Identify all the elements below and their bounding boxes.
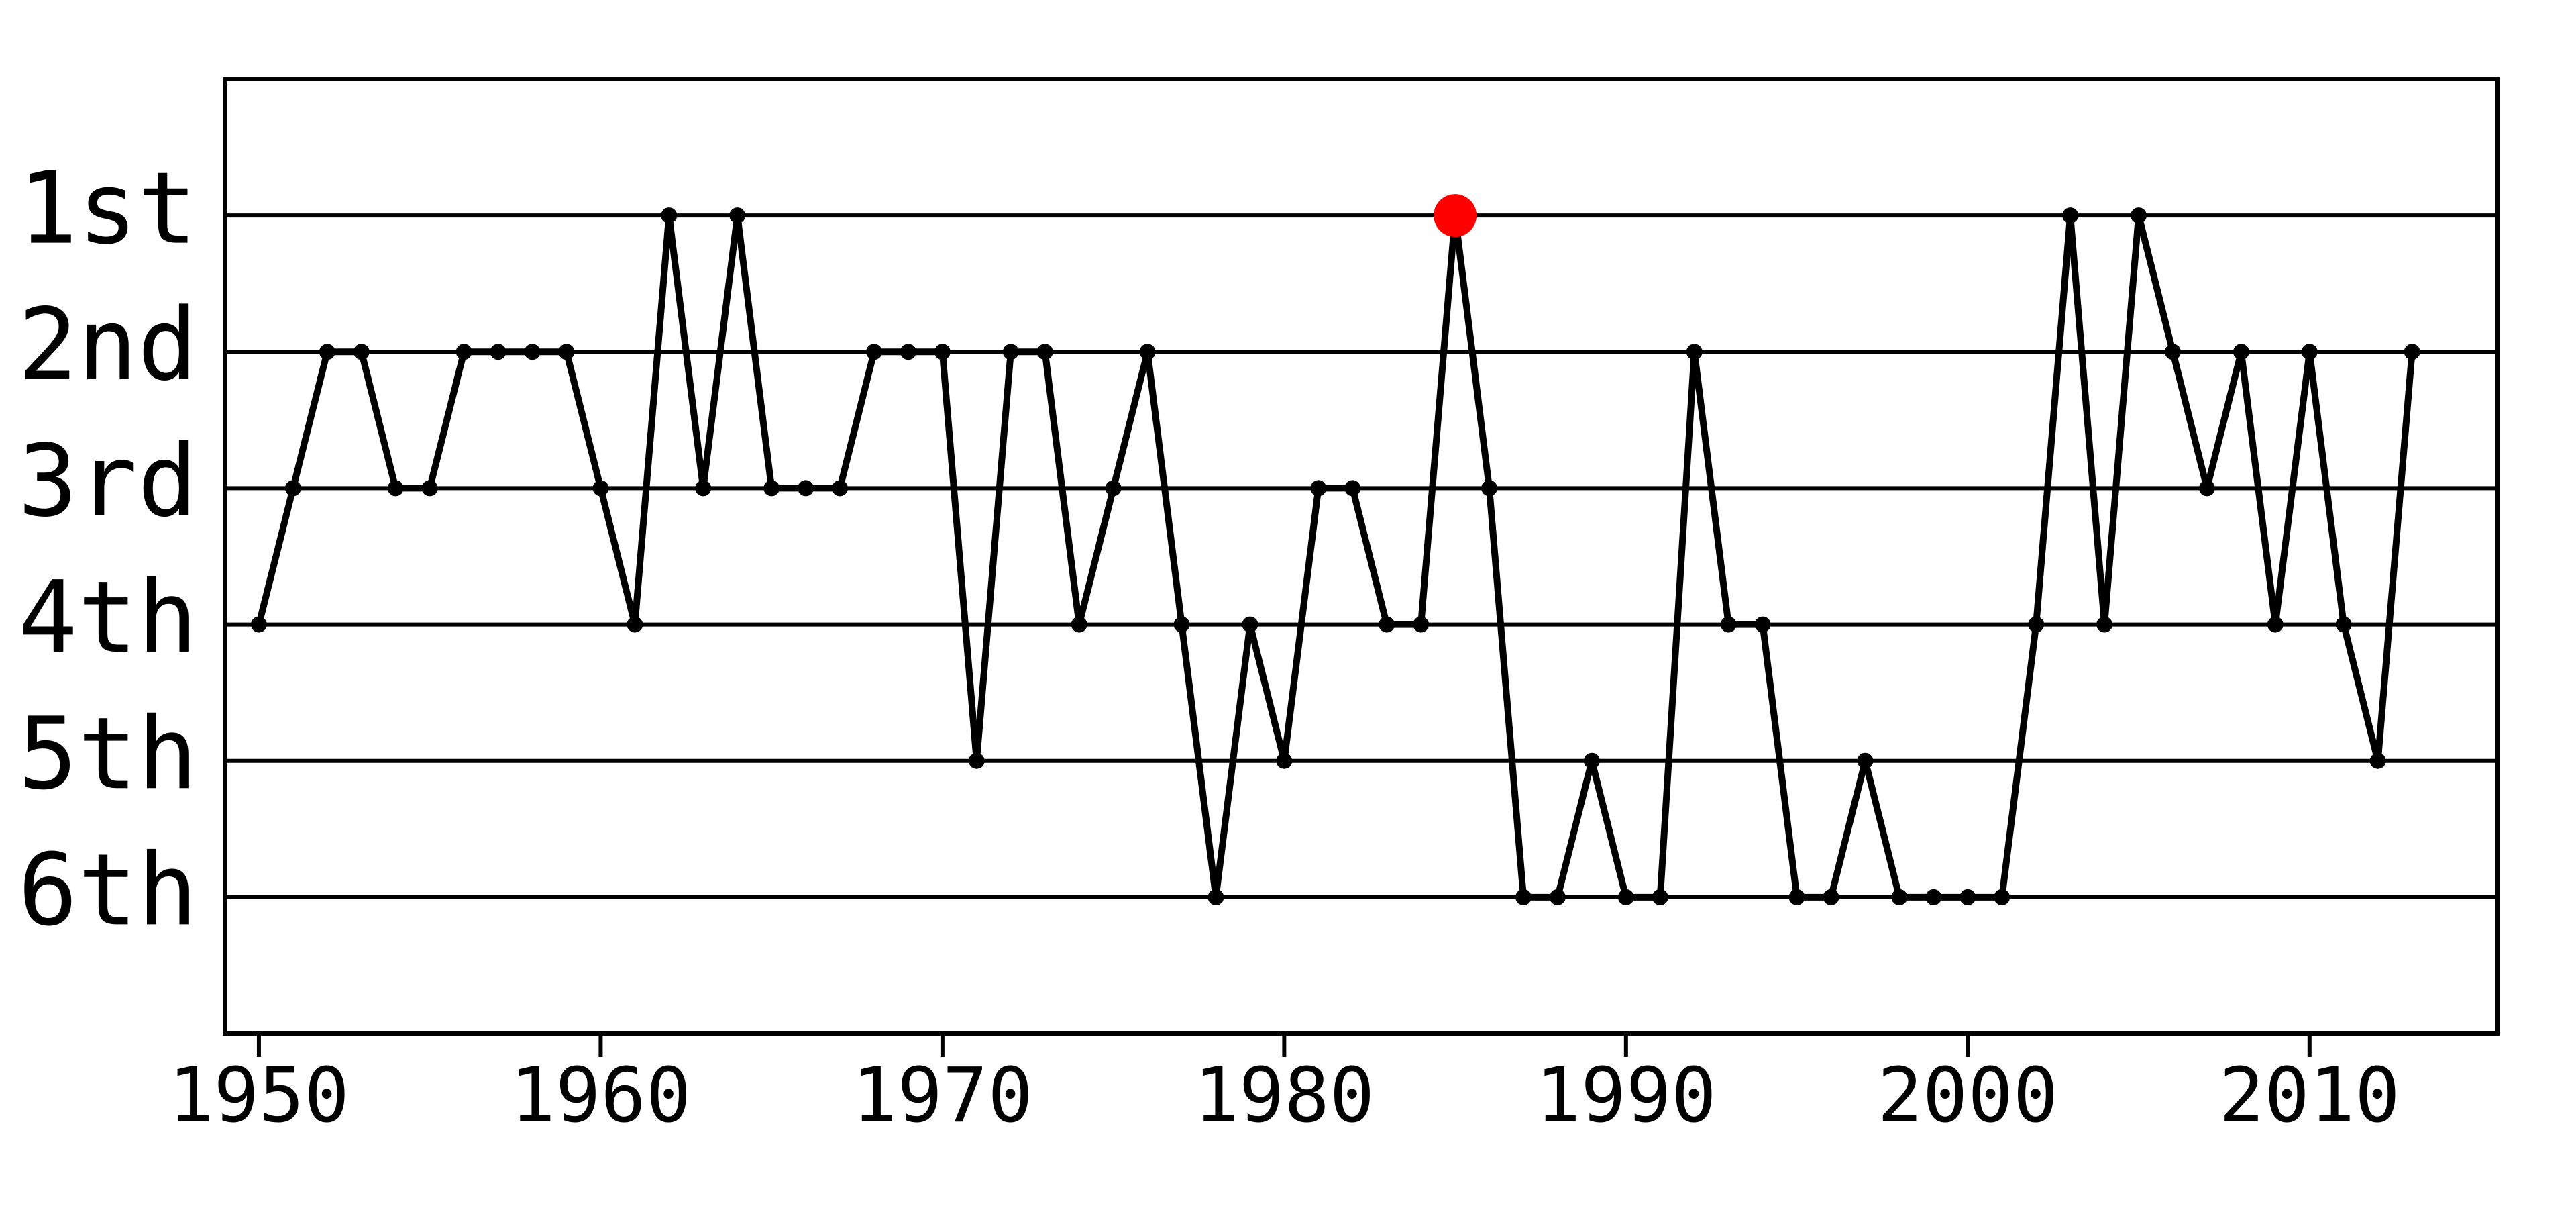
marker [1788, 889, 1805, 905]
marker [2028, 616, 2045, 633]
x-tick-label: 1990 [1536, 1052, 1717, 1140]
marker [1071, 616, 1087, 633]
marker [1891, 889, 1908, 905]
marker [2267, 616, 2284, 633]
marker [1002, 344, 1019, 360]
x-tick-label: 1960 [511, 1052, 692, 1140]
marker [1344, 480, 1361, 497]
marker [900, 344, 916, 360]
marker [1310, 480, 1327, 497]
x-tick-label: 1970 [852, 1052, 1033, 1140]
marker [1754, 616, 1771, 633]
marker [2369, 752, 2386, 769]
marker [1036, 344, 1053, 360]
marker [421, 480, 438, 497]
y-tick-label: 1st [18, 151, 197, 266]
marker [763, 480, 780, 497]
marker [1139, 344, 1156, 360]
marker [2335, 616, 2352, 633]
marker [695, 480, 712, 497]
marker [934, 344, 951, 360]
marker [1823, 889, 1839, 905]
y-tick-label: 4th [18, 560, 197, 675]
marker [627, 616, 643, 633]
marker [2096, 616, 2113, 633]
marker [1652, 889, 1668, 905]
marker [1208, 889, 1224, 905]
y-tick-label: 2nd [18, 287, 197, 403]
x-tick-label: 2000 [1877, 1052, 2058, 1140]
marker [592, 480, 609, 497]
marker [1857, 752, 1874, 769]
marker [455, 344, 472, 360]
marker [1549, 889, 1566, 905]
x-tick-label: 1950 [168, 1052, 350, 1140]
marker [1173, 616, 1190, 633]
marker [490, 344, 506, 360]
marker [2198, 480, 2215, 497]
marker [1686, 344, 1703, 360]
marker [832, 480, 849, 497]
marker [558, 344, 575, 360]
marker [661, 207, 678, 224]
marker [1617, 889, 1634, 905]
marker [1994, 889, 2010, 905]
marker [1481, 480, 1498, 497]
marker [968, 752, 985, 769]
marker [1583, 752, 1600, 769]
marker [284, 480, 301, 497]
marker [1105, 480, 1122, 497]
y-tick-label: 5th [18, 696, 197, 811]
marker [387, 480, 404, 497]
line [256, 212, 2416, 901]
marker [2404, 344, 2420, 360]
marker [1379, 616, 1395, 633]
plot-frame [223, 77, 2500, 1036]
marker [1276, 752, 1293, 769]
marker [2165, 344, 2181, 360]
x-tick-label: 2010 [2219, 1052, 2400, 1140]
marker [798, 480, 814, 497]
marker [1720, 616, 1737, 633]
marker [250, 616, 267, 633]
highlight-marker [1434, 194, 1477, 238]
x-tick-label: 1980 [1194, 1052, 1375, 1140]
marker [1925, 889, 1942, 905]
marker [2301, 344, 2318, 360]
marker [729, 207, 746, 224]
marker [319, 344, 335, 360]
marker [866, 344, 882, 360]
marker [1242, 616, 1258, 633]
marker [2131, 207, 2147, 224]
y-tick-label: 6th [18, 832, 197, 948]
marker [2233, 344, 2249, 360]
y-tick-label: 3rd [18, 423, 197, 539]
marker [2062, 207, 2079, 224]
marker [1515, 889, 1532, 905]
marker [353, 344, 370, 360]
marker [1413, 616, 1430, 633]
marker [524, 344, 541, 360]
marker [1960, 889, 1976, 905]
